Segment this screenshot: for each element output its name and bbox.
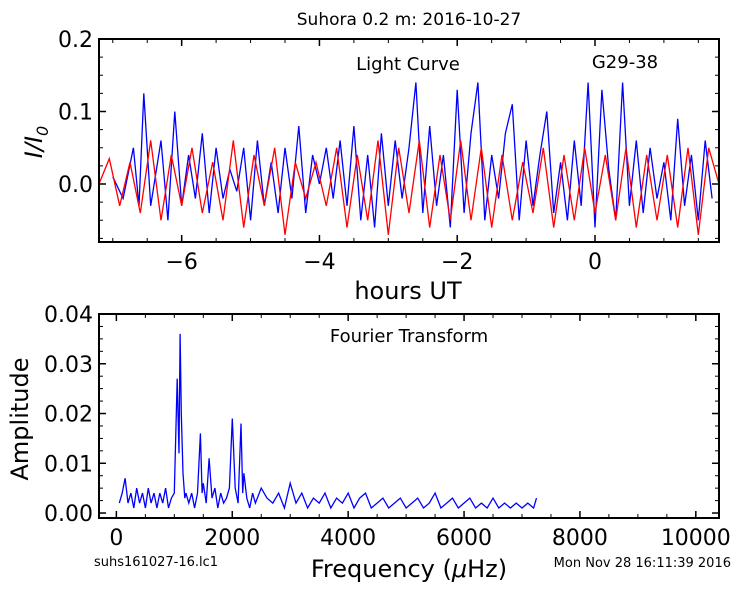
bottom-x-tick-label: 2000 [204,526,260,551]
bottom-x-tick-label: 10000 [661,526,731,551]
bottom-y-tick-label: 0.03 [44,353,93,378]
bottom-x-axis-label-end: Hz) [467,555,507,583]
light-curve-panel: Light Curve G29-38 hours UT I/I0 −6 −4 −2 0… [20,28,719,305]
top-y-tick-label: 0.0 [58,173,93,198]
bottom-series-line-0 [119,334,536,508]
top-y-tick-label: 0.1 [58,101,93,126]
top-y-axis-label: I/I0 [20,126,52,158]
bottom-x-tick-label: 4000 [320,526,376,551]
star-name-annotation: G29-38 [592,52,658,73]
bottom-y-tick-label: 0.01 [44,452,93,477]
bottom-y-tick-label: 0.04 [44,303,93,328]
bottom-y-axis-label: Amplitude [6,358,34,481]
top-y-tick-label: 0.2 [58,28,93,53]
top-x-tick-label: −2 [441,250,473,275]
top-y-axis-label-main: I/I [20,136,48,158]
footer-filename: suhs161027-16.lc1 [94,555,218,570]
footer-timestamp: Mon Nov 28 16:11:39 2016 [554,556,731,571]
top-y-axis-label-sub: 0 [33,126,52,136]
bottom-y-tick-label: 0.00 [44,502,93,527]
bottom-x-axis-label-mu: μ [451,555,467,583]
top-series-line-0 [113,83,712,228]
figure-canvas: Suhora 0.2 m: 2016-10-27 Light Curve G29… [0,0,748,593]
bottom-y-tick-label: 0.02 [44,403,93,428]
fourier-panel: Fourier Transform Frequency (μHz) Amplit… [6,303,731,583]
figure-title: Suhora 0.2 m: 2016-10-27 [297,10,521,30]
top-x-tick-label: −6 [165,250,197,275]
bottom-x-tick-label: 0 [109,526,123,551]
top-x-tick-label: 0 [588,250,602,275]
light-curve-annotation: Light Curve [356,54,460,75]
bottom-x-axis-label: Frequency (μHz) [311,555,507,583]
top-x-tick-label: −4 [303,250,335,275]
top-x-axis-label: hours UT [354,277,462,305]
fourier-annotation: Fourier Transform [330,326,488,347]
bottom-x-tick-label: 6000 [436,526,492,551]
bottom-x-axis-label-text: Frequency ( [311,555,452,583]
bottom-x-tick-label: 8000 [552,526,608,551]
figure: Suhora 0.2 m: 2016-10-27 Light Curve G29… [0,0,748,593]
